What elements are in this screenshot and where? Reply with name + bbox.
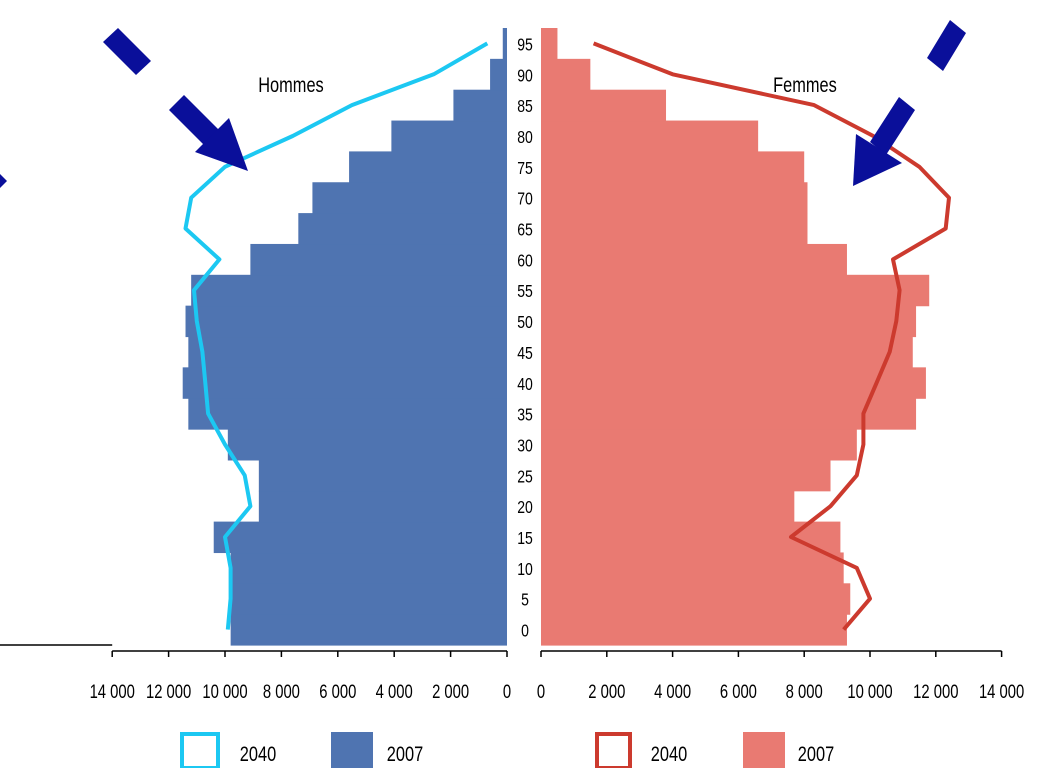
- age-label-65: 65: [517, 220, 533, 240]
- bar-men-2007-age-10: [230, 552, 507, 584]
- age-label-95: 95: [517, 35, 533, 55]
- x-tick-label-men-14000: 14 000: [90, 681, 135, 702]
- bar-women-2007-age-50: [541, 305, 917, 338]
- bar-women-2007-age-25: [541, 459, 831, 492]
- arrow-left-dash-icon: [103, 28, 151, 75]
- bar-men-2007-age-40: [182, 367, 507, 399]
- bar-women-2007-age-55: [541, 274, 930, 307]
- age-label-50: 50: [517, 312, 533, 332]
- bar-men-2007-age-5: [229, 583, 508, 615]
- x-tick-label-women-6000: 6 000: [720, 681, 757, 702]
- age-label-20: 20: [517, 498, 533, 518]
- bar-women-2007-age-80: [541, 120, 759, 152]
- age-label-0: 0: [521, 621, 529, 641]
- legend-swatch-women-2040: [595, 732, 632, 768]
- bar-women-2007-age-30: [541, 429, 857, 461]
- x-tick-label-women-2000: 2 000: [588, 681, 625, 702]
- bar-men-2007-age-75: [349, 151, 507, 183]
- age-label-85: 85: [517, 97, 533, 117]
- x-tick-label-women-8000: 8 000: [786, 681, 823, 702]
- legend: 2040 2007 2040 2007: [180, 732, 834, 768]
- age-label-70: 70: [517, 189, 533, 209]
- legend-label-women-2007: 2007: [798, 742, 834, 765]
- bar-women-2007-age-45: [541, 336, 913, 368]
- bar-men-2007-age-55: [191, 274, 507, 307]
- age-label-5: 5: [521, 590, 529, 610]
- legend-label-men-2007: 2007: [387, 742, 423, 765]
- bar-men-2007-age-20: [258, 490, 507, 523]
- bar-women-2007-age-0: [541, 614, 847, 646]
- bar-men-2007-age-30: [227, 429, 507, 461]
- x-tick-label-men-0: 0: [503, 681, 511, 702]
- arrow-right-icon: [853, 97, 915, 186]
- x-tick-label-men-8000: 8 000: [263, 681, 300, 702]
- age-label-45: 45: [517, 343, 533, 363]
- x-tick-labels: 0 0 2 000 2 000 4 000 4 000 6 000 6 000 8 000 8 0…: [90, 681, 1025, 702]
- age-label-90: 90: [517, 66, 533, 86]
- men-2007-bars: [182, 28, 508, 646]
- bar-women-2007-age-10: [541, 552, 844, 584]
- bar-men-2007-age-80: [391, 120, 507, 152]
- age-label-30: 30: [517, 436, 533, 456]
- bar-men-2007-age-90: [490, 58, 507, 91]
- x-tick-label-women-12000: 12 000: [913, 681, 958, 702]
- bar-men-2007-age-60: [250, 243, 507, 276]
- women-label: Femmes: [773, 73, 837, 96]
- bar-men-2007-age-85: [453, 89, 507, 122]
- bar-women-2007-age-75: [541, 151, 805, 183]
- bar-women-2007-age-40: [541, 367, 926, 399]
- bar-women-2007-age-95: [541, 28, 558, 60]
- x-tick-label-men-6000: 6 000: [319, 681, 356, 702]
- bar-men-2007-age-15: [213, 521, 507, 554]
- age-label-15: 15: [517, 528, 533, 548]
- x-tick-label-women-14000: 14 000: [979, 681, 1024, 702]
- legend-swatch-men-2040: [180, 732, 220, 768]
- age-label-55: 55: [517, 282, 533, 302]
- bar-women-2007-age-85: [541, 89, 667, 122]
- bar-men-2007-age-45: [188, 336, 507, 368]
- bar-women-2007-age-20: [541, 490, 795, 523]
- bar-men-2007-age-50: [185, 305, 507, 338]
- women-2007-bars: [541, 28, 930, 646]
- age-label-40: 40: [517, 374, 533, 394]
- x-tick-label-men-4000: 4 000: [376, 681, 413, 702]
- arrow-left-icon: [169, 95, 248, 171]
- age-label-35: 35: [517, 405, 533, 425]
- x-tick-label-men-12000: 12 000: [146, 681, 191, 702]
- men-label: Hommes: [258, 73, 324, 96]
- age-label-80: 80: [517, 127, 533, 147]
- bar-men-2007-age-95: [502, 28, 507, 60]
- bar-men-2007-age-0: [230, 614, 507, 646]
- legend-swatch-women-2007: [743, 732, 785, 768]
- bar-women-2007-age-35: [541, 398, 917, 430]
- bar-men-2007-age-65: [298, 213, 507, 245]
- x-tick-label-women-10000: 10 000: [847, 681, 892, 702]
- age-label-75: 75: [517, 158, 533, 178]
- age-label-10: 10: [517, 559, 533, 579]
- x-tick-label-women-4000: 4 000: [654, 681, 691, 702]
- bar-women-2007-age-65: [541, 213, 808, 245]
- bar-women-2007-age-70: [541, 182, 808, 214]
- x-tick-label-men-10000: 10 000: [202, 681, 247, 702]
- age-label-60: 60: [517, 251, 533, 271]
- x-tick-label-men-2000: 2 000: [432, 681, 469, 702]
- bar-women-2007-age-5: [541, 583, 851, 615]
- bar-men-2007-age-25: [258, 459, 507, 492]
- line-men-2040: [183, 41, 489, 630]
- legend-label-women-2040: 2040: [651, 742, 687, 765]
- x-axes: [0, 644, 1003, 657]
- bar-men-2007-age-70: [312, 182, 507, 214]
- arrow-far-left-icon: [0, 174, 7, 188]
- age-axis-labels: 0 5 10 15 20 25 30 35 40 45 50 55 60 65 70 75 80 85 90 95: [517, 35, 533, 641]
- arrow-right-dash-icon: [927, 20, 966, 71]
- bar-men-2007-age-35: [188, 398, 507, 430]
- legend-swatch-men-2007: [331, 732, 373, 768]
- bar-women-2007-age-60: [541, 243, 847, 276]
- legend-label-men-2040: 2040: [240, 742, 276, 765]
- annotation-arrows: [0, 20, 966, 188]
- x-tick-label-women-0: 0: [537, 681, 545, 702]
- age-label-25: 25: [517, 467, 533, 487]
- bar-women-2007-age-90: [541, 58, 591, 91]
